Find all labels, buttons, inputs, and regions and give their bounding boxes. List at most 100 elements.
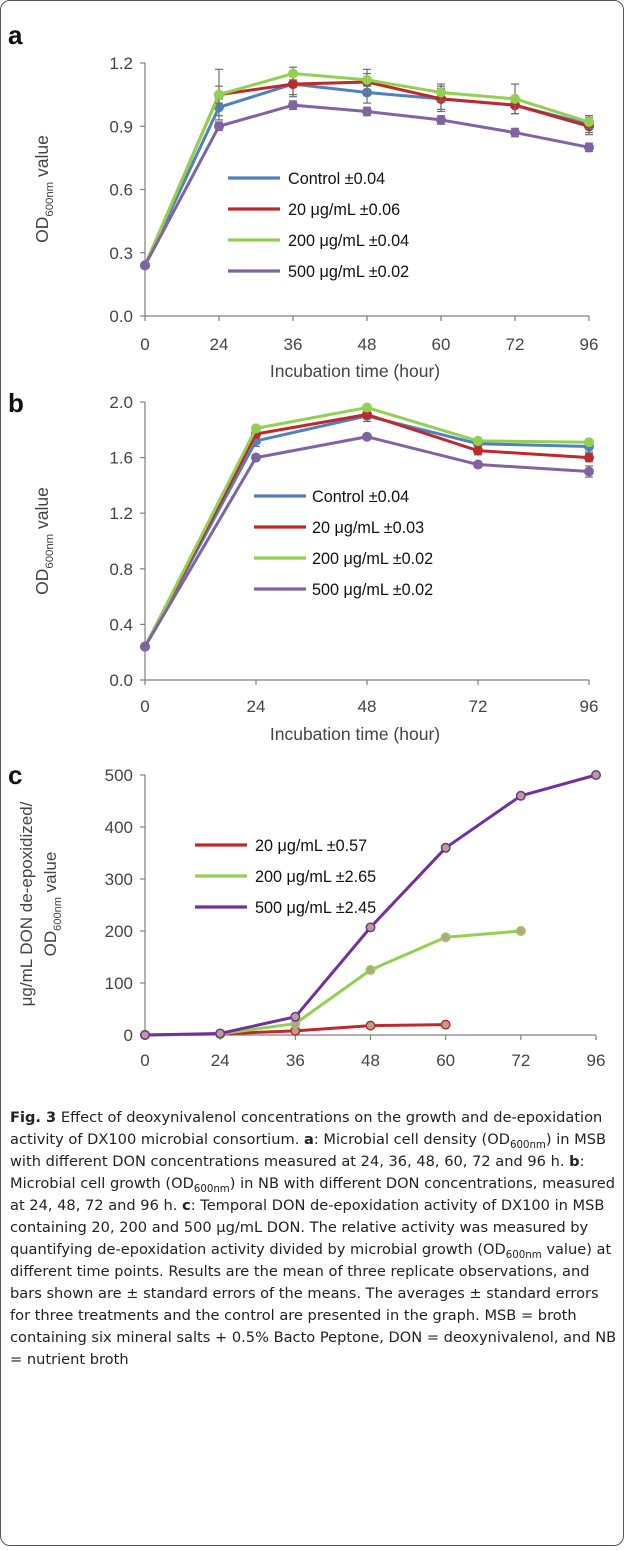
legend-entry: Control ±0.04: [288, 170, 385, 188]
y-tick-label: 500: [105, 766, 133, 785]
x-tick-label: 0: [140, 1051, 149, 1070]
y-tick-label: 0.4: [109, 615, 133, 634]
caption-a-text-2: ) in MSB with different DON concentratio…: [10, 1131, 607, 1170]
legend-entry: 20 μg/mL ±0.03: [312, 519, 424, 537]
data-point: [473, 435, 483, 446]
data-point: [584, 466, 594, 477]
chart-panel-b: b 0.0 0.4 0.8 1.2 1.6 2.0 0 24 48 72 96 Incubation t…: [8, 388, 598, 744]
data-point: [440, 842, 451, 853]
chart-panel-a: a 0.0 0.3 0.6 0.9 1.2 0 24 36 48 60 72 96 Incubation …: [8, 20, 598, 381]
x-tick-label: 24: [211, 1051, 230, 1070]
legend-entry: 500 μg/mL ±0.02: [312, 581, 433, 599]
caption-b-label: b: [569, 1153, 580, 1170]
data-point: [436, 87, 446, 98]
legend-entry: 20 μg/mL ±0.57: [255, 837, 367, 855]
x-tick-label: 96: [580, 697, 599, 716]
y-axis-label-sub: 600nm: [44, 182, 56, 217]
figure-caption: Fig. 3 Effect of deoxynivalenol concentr…: [10, 1107, 618, 1371]
data-point: [288, 100, 298, 111]
y-tick-label: 1.2: [109, 54, 133, 73]
y-tick-label: 0.3: [109, 244, 133, 263]
x-tick-label: 60: [432, 335, 451, 354]
y-tick-label: 2.0: [109, 393, 133, 412]
panel-label: b: [8, 388, 24, 418]
data-point: [251, 423, 261, 434]
data-point: [214, 121, 224, 132]
caption-b-text-1: : Microbial cell growth (OD: [10, 1153, 585, 1192]
x-tick-label: 24: [210, 335, 229, 354]
data-point: [510, 93, 520, 104]
series-4: [140, 431, 594, 652]
data-point: [510, 127, 520, 138]
y-axis-label-line2-sub: 600nm: [52, 897, 64, 931]
y-tick-label: 0: [124, 1026, 133, 1045]
data-point: [591, 770, 601, 780]
data-point: [584, 142, 594, 153]
legend-entry: 200 μg/mL ±0.04: [288, 232, 409, 250]
y-tick-label: 100: [105, 974, 133, 993]
series-4: [140, 100, 594, 271]
data-point: [440, 1019, 451, 1030]
caption-a-text-1: : Microbial cell density (OD: [313, 1131, 510, 1148]
y-axis-label-part: OD: [32, 569, 52, 595]
y-tick-label: 0.0: [109, 307, 133, 326]
data-point: [584, 437, 594, 448]
y-tick-label: 400: [105, 818, 133, 837]
data-point: [140, 1030, 150, 1040]
x-tick-label: 48: [358, 335, 377, 354]
legend-entry: 500 μg/mL ±0.02: [288, 263, 409, 281]
caption-a-sub: 600nm: [509, 1139, 546, 1151]
y-tick-label: 0.0: [109, 671, 133, 690]
data-point: [140, 260, 150, 271]
panel-label: a: [8, 20, 23, 50]
legend: Control ±0.04 20 μg/mL ±0.06 200 μg/mL ±0.…: [228, 170, 409, 281]
caption-c-sub: 600nm: [505, 1249, 542, 1261]
y-axis-label: μg/mL DON de-epoxidized/OD600nm value: [17, 801, 64, 1006]
series-line: [144, 929, 521, 1037]
data-point: [440, 932, 451, 943]
y-axis-label-line2-part: OD: [41, 931, 60, 957]
x-tick-label: 0: [140, 335, 149, 354]
x-tick-label: 96: [587, 1051, 606, 1070]
data-point: [140, 641, 150, 652]
data-point: [362, 106, 372, 117]
x-axis-label: Incubation time (hour): [270, 724, 440, 744]
y-axis-label-sub: 600nm: [44, 534, 56, 569]
data-point: [584, 452, 594, 463]
y-tick-label: 300: [105, 870, 133, 889]
data-point: [365, 1020, 376, 1031]
legend-entry: 500 μg/mL ±2.45: [255, 899, 376, 917]
caption-c-text-1: : Temporal DON de-epoxidation activity o…: [10, 1197, 605, 1258]
figure-svg: a 0.0 0.3 0.6 0.9 1.2 0 24 36 48 60 72 96 Incubation …: [8, 20, 606, 1070]
data-point: [288, 68, 298, 79]
data-point: [515, 926, 526, 936]
data-point: [214, 89, 224, 100]
panel-label: c: [8, 760, 22, 790]
data-point: [362, 74, 372, 85]
y-axis-label-part: value: [32, 487, 52, 534]
x-tick-label: 72: [511, 1051, 530, 1070]
y-tick-label: 0.8: [109, 560, 133, 579]
data-point: [290, 1011, 301, 1022]
caption-c-text-2: value) at different time points. Results…: [10, 1241, 617, 1368]
legend-entry: Control ±0.04: [312, 488, 409, 506]
caption-c-label: c: [182, 1197, 191, 1214]
x-tick-label: 96: [580, 335, 599, 354]
y-tick-label: 1.2: [109, 504, 133, 523]
data-point: [436, 114, 446, 125]
y-axis-label-part: OD: [32, 217, 52, 243]
y-axis-label: OD600nm value: [32, 487, 56, 595]
legend: 20 μg/mL ±0.57 200 μg/mL ±2.65 500 μg/mL ±…: [195, 837, 376, 917]
x-tick-label: 24: [247, 697, 266, 716]
caption-title: Effect of deoxynivalenol concentrations …: [10, 1109, 603, 1148]
x-tick-label: 48: [361, 1051, 380, 1070]
data-point: [365, 965, 376, 975]
y-tick-label: 0.9: [109, 117, 133, 136]
data-point: [515, 790, 526, 801]
y-axis-label-part: value: [32, 135, 52, 182]
series-line: [143, 435, 590, 648]
legend-entry: 200 μg/mL ±0.02: [312, 550, 433, 568]
y-tick-label: 200: [105, 922, 133, 941]
y-tick-label: 1.6: [109, 449, 133, 468]
